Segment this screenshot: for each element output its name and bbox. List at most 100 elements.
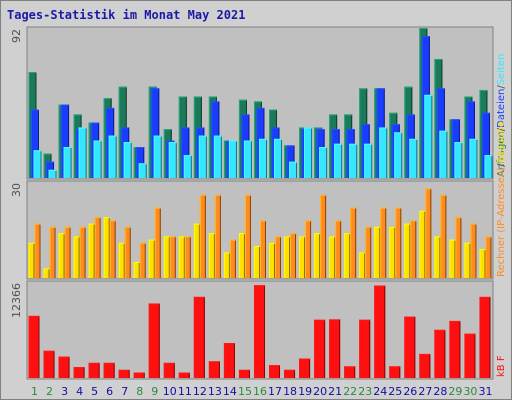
bar-rechner-day-15	[238, 233, 245, 278]
bar-kb-f-day-6	[103, 362, 115, 378]
bar-kb-f-day-29	[449, 320, 461, 378]
x-tick-day-19: 19	[298, 385, 312, 398]
bar-seiten-day-16	[258, 138, 267, 178]
bar-kb-f-day-21	[329, 319, 341, 378]
bar-kb-f-day-19	[299, 358, 311, 378]
x-tick-day-7: 7	[121, 385, 128, 398]
bar-besuche-day-17	[275, 236, 282, 278]
x-tick-day-18: 18	[283, 385, 297, 398]
bar-seiten-day-13	[213, 135, 222, 178]
x-tick-day-28: 28	[433, 385, 447, 398]
bar-besuche-day-5	[94, 217, 101, 278]
bar-kb-f-day-1	[28, 315, 40, 378]
y-axis-max-label: 30	[10, 183, 23, 197]
x-axis-labels: 1 2 3 4 5 6 7 8 9 10 11 12 13 14 15 16 17 18 19 20 21 22 23 24 2…	[31, 385, 492, 398]
bar-besuche-day-7	[124, 226, 131, 278]
bar-rechner-day-4	[73, 236, 80, 278]
bar-kb-f-day-12	[193, 296, 205, 378]
bar-rechner-day-6	[103, 217, 110, 278]
bar-rechner-day-26	[404, 223, 411, 278]
bar-dateien-day-8	[136, 147, 145, 178]
bar-kb-f-day-27	[419, 353, 431, 378]
bar-rechner-day-8	[133, 262, 140, 278]
x-tick-day-16: 16	[253, 385, 267, 398]
x-tick-day-9: 9	[151, 385, 158, 398]
bar-kb-f-day-24	[374, 285, 386, 378]
x-tick-day-15: 15	[238, 385, 252, 398]
bar-kb-f-day-30	[464, 333, 476, 378]
bar-rechner-day-27	[419, 210, 426, 278]
bar-rechner-day-16	[253, 246, 260, 278]
bar-besuche-day-27	[425, 188, 432, 278]
bar-seiten-day-23	[364, 143, 373, 178]
bar-seiten-day-31	[484, 155, 493, 178]
bar-rechner-day-14	[223, 252, 230, 278]
bar-kb-f-day-3	[58, 356, 70, 378]
legend-entry: Anfragen	[496, 131, 507, 177]
bar-rechner-day-19	[299, 236, 306, 278]
x-tick-day-21: 21	[328, 385, 342, 398]
bar-dateien-day-1	[31, 109, 39, 178]
x-tick-day-27: 27	[418, 385, 432, 398]
bar-besuche-day-19	[305, 220, 312, 278]
bar-kb-f-day-20	[314, 319, 326, 378]
legend-requests: Anfragen/Dateien/Seiten	[496, 54, 507, 177]
x-tick-day-17: 17	[268, 385, 282, 398]
x-tick-day-22: 22	[343, 385, 357, 398]
bar-besuche-day-9	[154, 207, 161, 278]
bar-kb-f-day-25	[389, 366, 401, 378]
bar-dateien-day-31	[481, 112, 490, 178]
bar-seiten-day-28	[439, 130, 448, 178]
bar-rechner-day-7	[118, 242, 125, 278]
bar-rechner-day-3	[58, 233, 65, 278]
bar-rechner-day-11	[178, 236, 185, 278]
bar-rechner-day-25	[389, 226, 396, 278]
bar-seiten-day-25	[394, 132, 403, 178]
x-tick-day-3: 3	[61, 385, 68, 398]
bar-kb-f-day-14	[223, 343, 235, 378]
bar-seiten-day-10	[168, 142, 177, 178]
bar-besuche-day-1	[34, 223, 41, 278]
bar-kb-f-day-9	[148, 303, 160, 378]
bar-besuche-day-25	[395, 207, 402, 278]
bar-seiten-day-4	[78, 127, 87, 178]
bar-seiten-day-17	[274, 138, 283, 178]
bar-seiten-day-11	[183, 155, 192, 178]
x-tick-day-31: 31	[478, 385, 492, 398]
bar-besuche-day-30	[470, 223, 477, 278]
bar-dateien-day-3	[61, 104, 70, 178]
bar-rechner-day-30	[464, 242, 471, 278]
x-tick-day-5: 5	[91, 385, 98, 398]
bar-besuche-day-14	[229, 239, 236, 278]
bar-dateien-day-9	[151, 88, 160, 178]
bar-besuche-day-18	[290, 233, 297, 278]
legend-entry: kB F	[496, 355, 507, 377]
legend-entry: /	[496, 85, 507, 89]
bar-kb-f-day-18	[284, 369, 296, 378]
x-tick-day-25: 25	[388, 385, 402, 398]
legend-entry: Rechner (IP-Adressen)	[496, 167, 507, 277]
bar-rechner-day-10	[163, 236, 170, 278]
x-tick-day-20: 20	[313, 385, 327, 398]
bar-kb-f-day-28	[434, 329, 446, 378]
bar-besuche-day-8	[139, 242, 146, 278]
bar-rechner-day-22	[344, 233, 351, 278]
bar-rechner-day-28	[434, 236, 441, 278]
bar-kb-f-day-5	[88, 362, 100, 378]
bar-seiten-day-8	[138, 163, 147, 178]
bar-seiten-day-26	[409, 138, 418, 178]
bar-besuche-day-20	[320, 194, 327, 278]
x-tick-day-11: 11	[178, 385, 192, 398]
bar-rechner-day-1	[28, 242, 35, 278]
bar-seiten-day-30	[469, 138, 478, 178]
bar-kb-f-day-23	[359, 319, 371, 378]
x-tick-day-10: 10	[163, 385, 177, 398]
x-tick-day-6: 6	[106, 385, 113, 398]
bar-besuche-day-23	[365, 226, 372, 278]
legend-entry: Seiten	[496, 54, 507, 86]
bar-rechner-day-5	[88, 223, 95, 278]
bar-besuche-day-2	[49, 226, 56, 278]
bar-besuche-day-11	[184, 236, 191, 278]
